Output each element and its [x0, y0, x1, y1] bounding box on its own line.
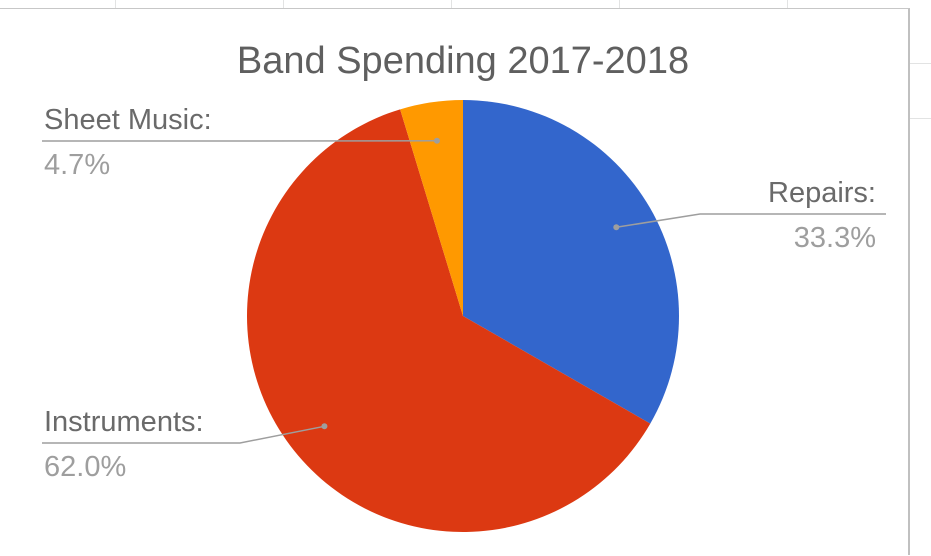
chart-container[interactable]: Band Spending 2017-2018 Repairs: 33.3% Ins… [0, 8, 910, 555]
pie-chart: Band Spending 2017-2018 Repairs: 33.3% Ins… [0, 9, 910, 556]
slice-label: Instruments: [44, 406, 204, 438]
chart-title: Band Spending 2017-2018 [237, 40, 689, 82]
slice-value-label: 62.0% [44, 451, 126, 483]
slice-value-label: 4.7% [44, 149, 110, 181]
pie-slices [247, 100, 679, 532]
slice-label: Sheet Music: [44, 104, 212, 136]
slice-value-label: 33.3% [794, 222, 876, 254]
slice-label: Repairs: [768, 177, 876, 209]
